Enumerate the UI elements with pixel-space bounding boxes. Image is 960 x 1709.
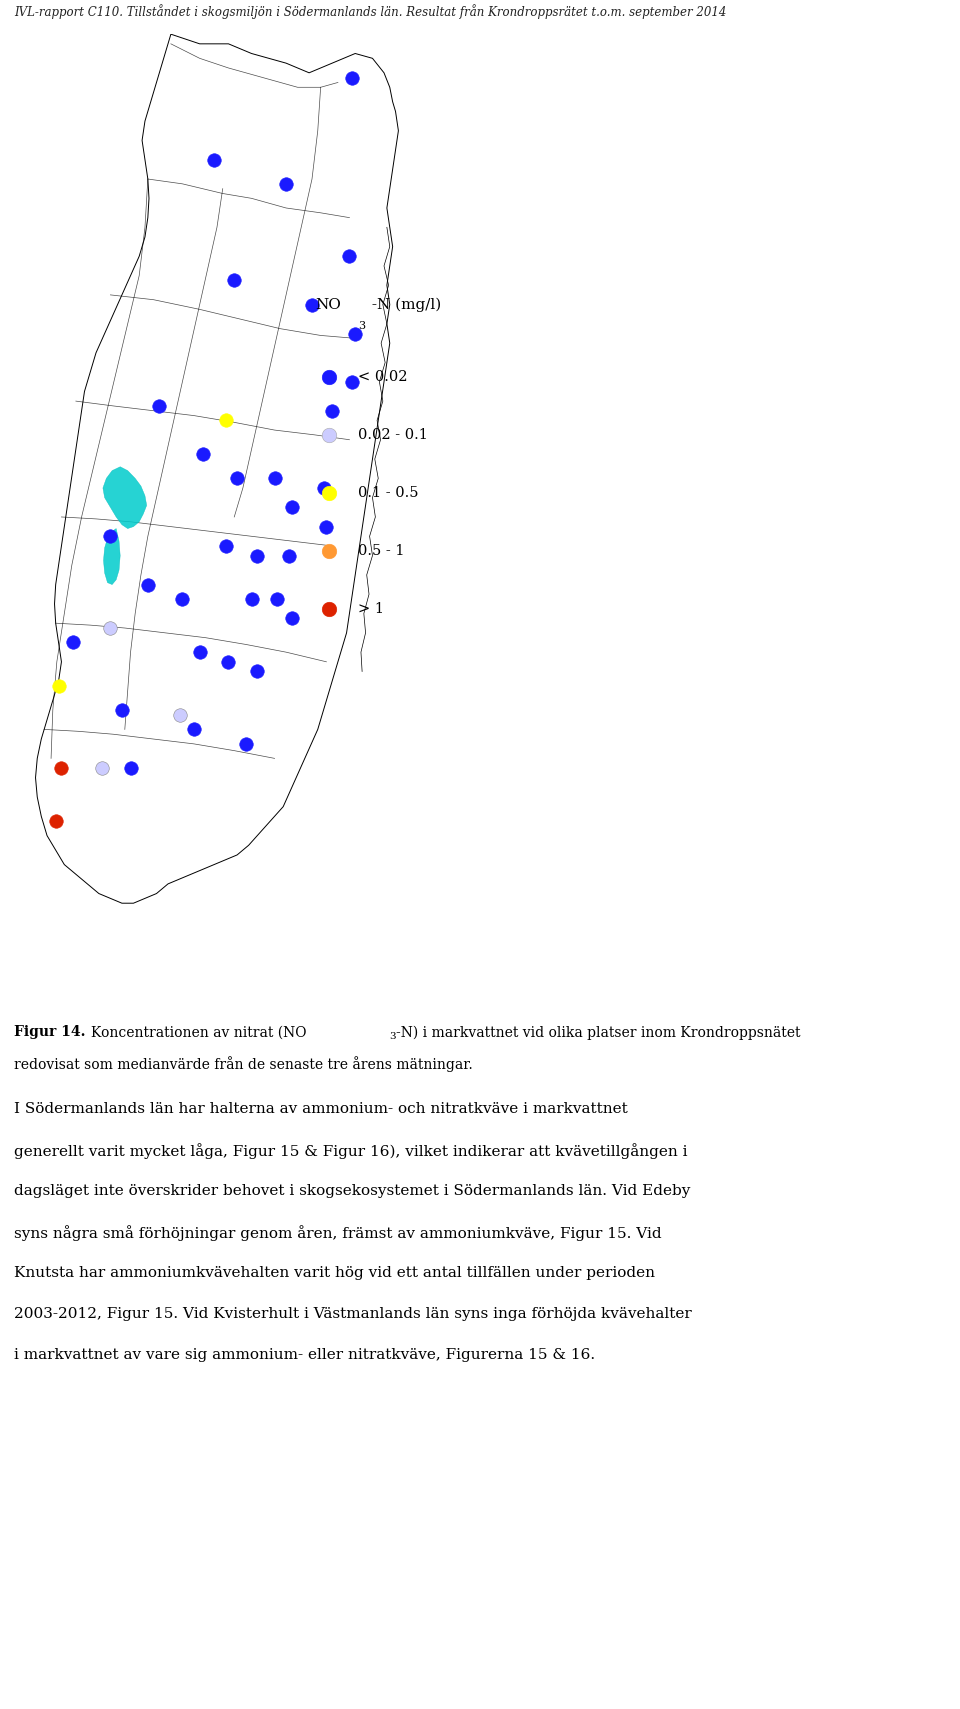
Point [65,629,81,656]
Point [103,614,118,641]
Point [175,586,190,614]
Polygon shape [36,34,398,902]
Text: syns några små förhöjningar genom åren, främst av ammoniumkväve, Figur 15. Vid: syns några små förhöjningar genom åren, … [14,1225,662,1241]
Text: 16: 16 [400,1642,425,1659]
Point [51,672,66,699]
Point [48,807,63,834]
Text: Knutsta har ammoniumkvävehalten varit hög vid ett antal tillfällen under periode: Knutsta har ammoniumkvävehalten varit hö… [14,1266,656,1280]
Point [54,754,69,781]
Point [103,523,118,550]
Point [218,531,233,559]
Point [322,364,337,391]
Point [322,420,337,448]
Text: redovisat som medianvärde från de senaste tre årens mätningar.: redovisat som medianvärde från de senast… [14,1056,473,1072]
Text: Figur 14.: Figur 14. [14,1025,85,1039]
Text: 0.02 - 0.1: 0.02 - 0.1 [358,427,428,443]
Text: 2003-2012, Figur 15. Vid Kvisterhult i Västmanlands län syns inga förhöjda kväve: 2003-2012, Figur 15. Vid Kvisterhult i V… [14,1307,692,1321]
Point [227,267,242,294]
Text: -N) i markvattnet vid olika platser inom Krondroppsnätet: -N) i markvattnet vid olika platser inom… [396,1025,801,1039]
Point [206,145,222,173]
Point [270,586,285,614]
Polygon shape [104,528,120,584]
Point [192,639,207,667]
Text: 0.1 - 0.5: 0.1 - 0.5 [358,485,419,499]
Point [114,697,130,725]
Text: Koncentrationen av nitrat (NO: Koncentrationen av nitrat (NO [91,1025,306,1039]
Point [123,754,138,781]
Point [284,494,300,521]
Point [267,465,282,492]
Point [218,407,233,434]
Point [221,648,236,675]
Point [345,63,360,91]
Text: > 1: > 1 [358,602,384,615]
Point [186,716,202,743]
Point [322,595,337,622]
Text: 3: 3 [389,1032,396,1041]
Point [244,586,259,614]
Text: 3: 3 [358,321,365,332]
Polygon shape [103,467,147,528]
Point [319,513,334,540]
Point [94,754,109,781]
Text: I Södermanlands län har halterna av ammonium- och nitratkväve i markvattnet: I Södermanlands län har halterna av ammo… [14,1102,628,1116]
Text: NO: NO [315,297,341,311]
Point [229,465,245,492]
Point [195,441,210,468]
Point [238,730,253,757]
Point [304,291,320,318]
Point [322,537,337,564]
Point [278,171,294,198]
Point [316,475,331,502]
Point [345,367,360,395]
Text: dagsläget inte överskrider behovet i skogsekosystemet i Södermanlands län. Vid E: dagsläget inte överskrider behovet i sko… [14,1184,691,1198]
Point [324,396,340,424]
Point [250,658,265,685]
Point [172,701,187,728]
Text: -N (mg/l): -N (mg/l) [367,297,441,311]
Point [322,479,337,506]
Text: IVL-rapport C110. Tillståndet i skogsmiljön i Södermanlands län. Resultat från K: IVL-rapport C110. Tillståndet i skogsmil… [14,3,727,19]
Point [342,243,357,270]
Point [281,542,297,569]
Point [152,393,167,420]
Text: < 0.02: < 0.02 [358,369,408,385]
Point [140,571,156,598]
Point [284,605,300,632]
Point [250,542,265,569]
Text: i markvattnet av vare sig ammonium- eller nitratkväve, Figurerna 15 & 16.: i markvattnet av vare sig ammonium- elle… [14,1348,595,1362]
Text: generellt varit mycket låga, Figur 15 & Figur 16), vilket indikerar att kvävetil: generellt varit mycket låga, Figur 15 & … [14,1143,688,1159]
Point [348,320,363,347]
Text: 0.5 - 1: 0.5 - 1 [358,543,404,557]
